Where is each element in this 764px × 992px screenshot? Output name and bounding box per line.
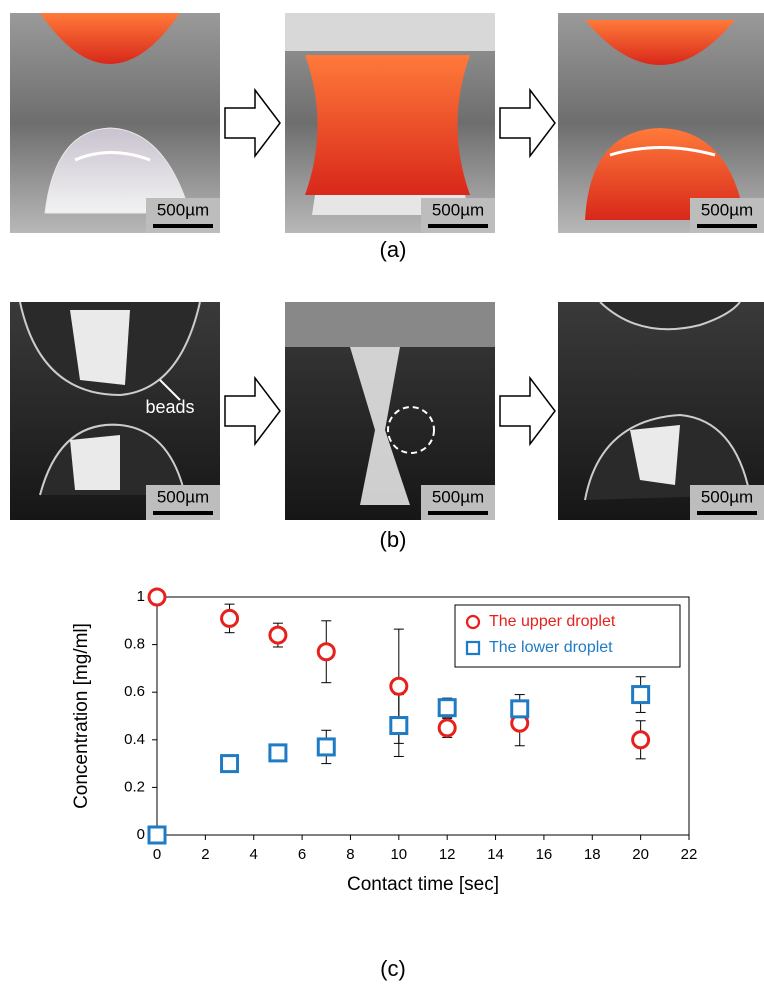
scale-bar-label: 500µm: [701, 487, 753, 506]
x-tick-label: 22: [681, 846, 698, 863]
annotation: beads: [145, 397, 194, 417]
panel-label: (b): [380, 527, 407, 552]
legend-label: The upper droplet: [489, 613, 616, 630]
scale-bar-label: 500µm: [157, 200, 209, 219]
y-axis-title: Concentration [mg/ml]: [71, 623, 92, 809]
marker: [439, 700, 455, 716]
marker: [149, 827, 165, 843]
marker: [391, 678, 407, 694]
y-tick-label: 0: [137, 826, 145, 843]
chart: Contact time [sec] Concentration [mg/ml]…: [71, 588, 697, 895]
marker: [149, 589, 165, 605]
scale-bar-label: 500µm: [157, 487, 209, 506]
legend-label: The lower droplet: [489, 639, 613, 656]
figure: 500µm 500µm 500µm 500µm 500µm 500µm bead…: [0, 0, 764, 987]
scale-bar-label: 500µm: [701, 200, 753, 219]
x-tick-label: 20: [632, 846, 649, 863]
marker: [222, 756, 238, 772]
scale-bar-label: 500µm: [432, 487, 484, 506]
marker: [318, 739, 334, 755]
y-tick-label: 0.4: [124, 731, 145, 748]
scale-bar-label: 500µm: [432, 200, 484, 219]
marker: [512, 701, 528, 717]
y-tick-label: 1: [137, 588, 145, 605]
y-tick-label: 0.8: [124, 636, 145, 653]
x-tick-label: 8: [346, 846, 354, 863]
marker: [270, 745, 286, 761]
panel-label: (c): [380, 956, 406, 981]
marker: [270, 627, 286, 643]
y-tick-label: 0.2: [124, 778, 145, 795]
x-tick-label: 16: [536, 846, 553, 863]
x-tick-label: 12: [439, 846, 456, 863]
x-tick-label: 4: [250, 846, 258, 863]
x-tick-label: 6: [298, 846, 306, 863]
panel-label: (a): [380, 237, 407, 262]
x-tick-label: 10: [390, 846, 407, 863]
x-axis-title: Contact time [sec]: [347, 874, 499, 895]
marker: [439, 720, 455, 736]
marker: [222, 610, 238, 626]
marker: [467, 616, 479, 628]
marker: [633, 687, 649, 703]
x-tick-label: 18: [584, 846, 601, 863]
marker: [633, 732, 649, 748]
x-tick-label: 2: [201, 846, 209, 863]
marker: [391, 718, 407, 734]
x-tick-label: 14: [487, 846, 504, 863]
x-tick-label: 0: [153, 846, 161, 863]
y-tick-label: 0.6: [124, 683, 145, 700]
marker: [318, 644, 334, 660]
marker: [467, 642, 479, 654]
